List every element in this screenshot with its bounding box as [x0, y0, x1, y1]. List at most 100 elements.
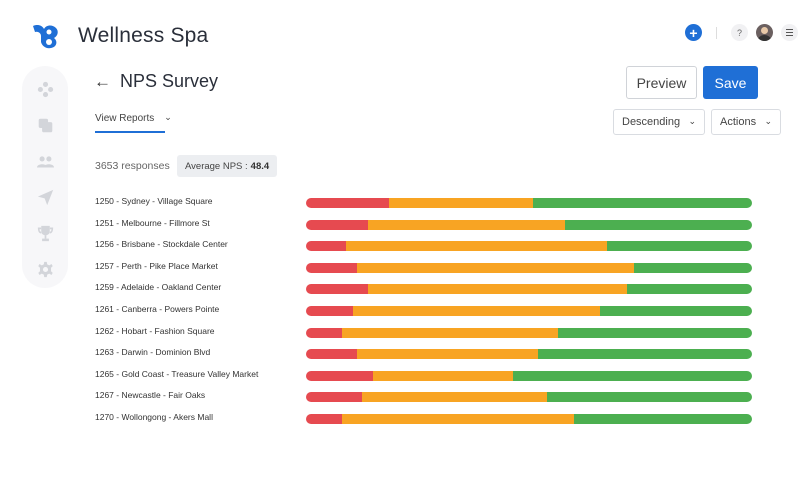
nps-bar: [306, 349, 752, 360]
table-row[interactable]: 1263 - Darwin - Dominion Blvd: [95, 345, 755, 361]
sidebar-item-users[interactable]: [34, 150, 56, 172]
average-nps-label: Average NPS :: [185, 160, 248, 172]
bar-segment-passives: [361, 392, 547, 403]
active-tab-underline: [95, 131, 165, 133]
bar-segment-passives: [357, 262, 634, 273]
bar-segment-detractors: [306, 306, 353, 316]
bar-segment-detractors: [306, 327, 342, 338]
sort-dropdown-label: Descending: [622, 116, 681, 128]
table-row[interactable]: 1267 - Newcastle - Fair Oaks: [95, 388, 755, 404]
bar-segment-detractors: [306, 349, 358, 360]
bar-segment-passives: [357, 349, 538, 360]
bar-segment-passives: [368, 284, 628, 295]
bar-segment-detractors: [306, 284, 369, 295]
bar-segment-passives: [346, 241, 608, 252]
documents-icon: [38, 118, 52, 132]
row-label: 1270 - Wollongong - Akers Mall: [95, 412, 213, 422]
row-label: 1259 - Adelaide - Oakland Center: [95, 282, 222, 293]
nps-bar: [306, 284, 752, 295]
bar-segment-passives: [341, 414, 574, 424]
responses-count: 3653 responses: [95, 160, 170, 172]
help-icon[interactable]: ?: [731, 24, 748, 41]
view-reports-tab[interactable]: View Reports ⌄: [95, 112, 172, 133]
bar-segment-promoters: [546, 392, 752, 403]
header-divider: [716, 26, 717, 39]
gear-icon: [37, 261, 53, 277]
row-label: 1261 - Canberra - Powers Pointe: [95, 304, 220, 314]
bar-segment-promoters: [537, 349, 752, 360]
table-row[interactable]: 1257 - Perth - Pike Place Market: [95, 259, 755, 275]
table-row[interactable]: 1251 - Melbourne - Fillmore St: [95, 216, 755, 232]
nps-bar: [306, 219, 752, 230]
table-row[interactable]: 1265 - Gold Coast - Treasure Valley Mark…: [95, 367, 755, 383]
app-logo: [33, 25, 58, 49]
sidebar-item-rewards[interactable]: [34, 222, 56, 244]
row-label: 1262 - Hobart - Fashion Square: [95, 325, 215, 336]
bar-segment-detractors: [306, 198, 389, 208]
row-label: 1251 - Melbourne - Fillmore St: [95, 217, 210, 228]
sidebar: [22, 66, 68, 288]
bar-segment-detractors: [306, 370, 373, 381]
sidebar-item-documents[interactable]: [34, 114, 56, 136]
nps-bar: [306, 327, 752, 338]
actions-dropdown-label: Actions: [720, 116, 757, 128]
bar-segment-promoters: [564, 219, 752, 230]
bar-segment-detractors: [306, 262, 358, 273]
users-icon: [36, 155, 54, 167]
sidebar-item-settings[interactable]: [34, 258, 56, 280]
bar-segment-promoters: [513, 370, 752, 381]
row-label: 1263 - Darwin - Dominion Blvd: [95, 347, 211, 358]
send-icon: [37, 189, 53, 205]
row-label: 1256 - Brisbane - Stockdale Center: [95, 239, 228, 250]
chevron-down-icon: ⌄: [764, 115, 772, 126]
bar-segment-promoters: [627, 284, 752, 295]
chevron-down-icon: ⌄: [688, 115, 696, 126]
row-label: 1267 - Newcastle - Fair Oaks: [95, 390, 206, 401]
add-button[interactable]: +: [685, 24, 702, 41]
avatar[interactable]: [756, 24, 773, 41]
table-row[interactable]: 1270 - Wollongong - Akers Mall: [95, 410, 755, 426]
bar-segment-promoters: [533, 198, 752, 208]
nps-bar: [306, 370, 752, 381]
bar-segment-promoters: [600, 306, 752, 316]
integrations-icon: [37, 81, 53, 97]
bar-segment-passives: [368, 219, 565, 230]
average-nps-badge: Average NPS : 48.4: [177, 155, 278, 177]
sidebar-item-send[interactable]: [34, 186, 56, 208]
sidebar-item-integrations[interactable]: [34, 78, 56, 100]
row-label: 1265 - Gold Coast - Treasure Valley Mark…: [95, 368, 259, 379]
bar-segment-passives: [372, 370, 514, 381]
header-actions: + ?: [685, 24, 798, 41]
nps-bar: [306, 392, 752, 403]
menu-icon[interactable]: [781, 24, 798, 41]
back-arrow-icon[interactable]: ←: [94, 72, 111, 91]
preview-button[interactable]: Preview: [626, 66, 697, 99]
bar-segment-promoters: [607, 241, 752, 252]
table-row[interactable]: 1262 - Hobart - Fashion Square: [95, 324, 755, 340]
average-nps-value: 48.4: [250, 160, 270, 172]
actions-dropdown[interactable]: Actions ⌄: [711, 109, 781, 135]
bar-segment-detractors: [306, 219, 369, 230]
bar-segment-detractors: [306, 241, 347, 252]
bar-segment-passives: [388, 198, 534, 208]
bar-segment-passives: [341, 327, 558, 338]
chevron-down-icon: ⌄: [164, 112, 172, 122]
row-label: 1257 - Perth - Pike Place Market: [95, 260, 218, 271]
nps-bar: [306, 414, 752, 424]
bar-segment-detractors: [306, 392, 362, 403]
sort-dropdown[interactable]: Descending ⌄: [613, 109, 705, 135]
table-row[interactable]: 1256 - Brisbane - Stockdale Center: [95, 237, 755, 253]
view-reports-label: View Reports: [95, 113, 155, 124]
table-row[interactable]: 1250 - Sydney - Village Square: [95, 194, 755, 210]
nps-bar: [306, 306, 752, 316]
app-title: Wellness Spa: [78, 24, 209, 47]
nps-bar: [306, 241, 752, 252]
table-row[interactable]: 1259 - Adelaide - Oakland Center: [95, 280, 755, 296]
bar-segment-promoters: [557, 327, 752, 338]
save-button[interactable]: Save: [703, 66, 758, 99]
nps-bar: [306, 262, 752, 273]
table-row[interactable]: 1261 - Canberra - Powers Pointe: [95, 302, 755, 318]
row-label: 1250 - Sydney - Village Square: [95, 196, 213, 206]
page-title: NPS Survey: [120, 71, 219, 91]
bar-segment-promoters: [633, 262, 752, 273]
